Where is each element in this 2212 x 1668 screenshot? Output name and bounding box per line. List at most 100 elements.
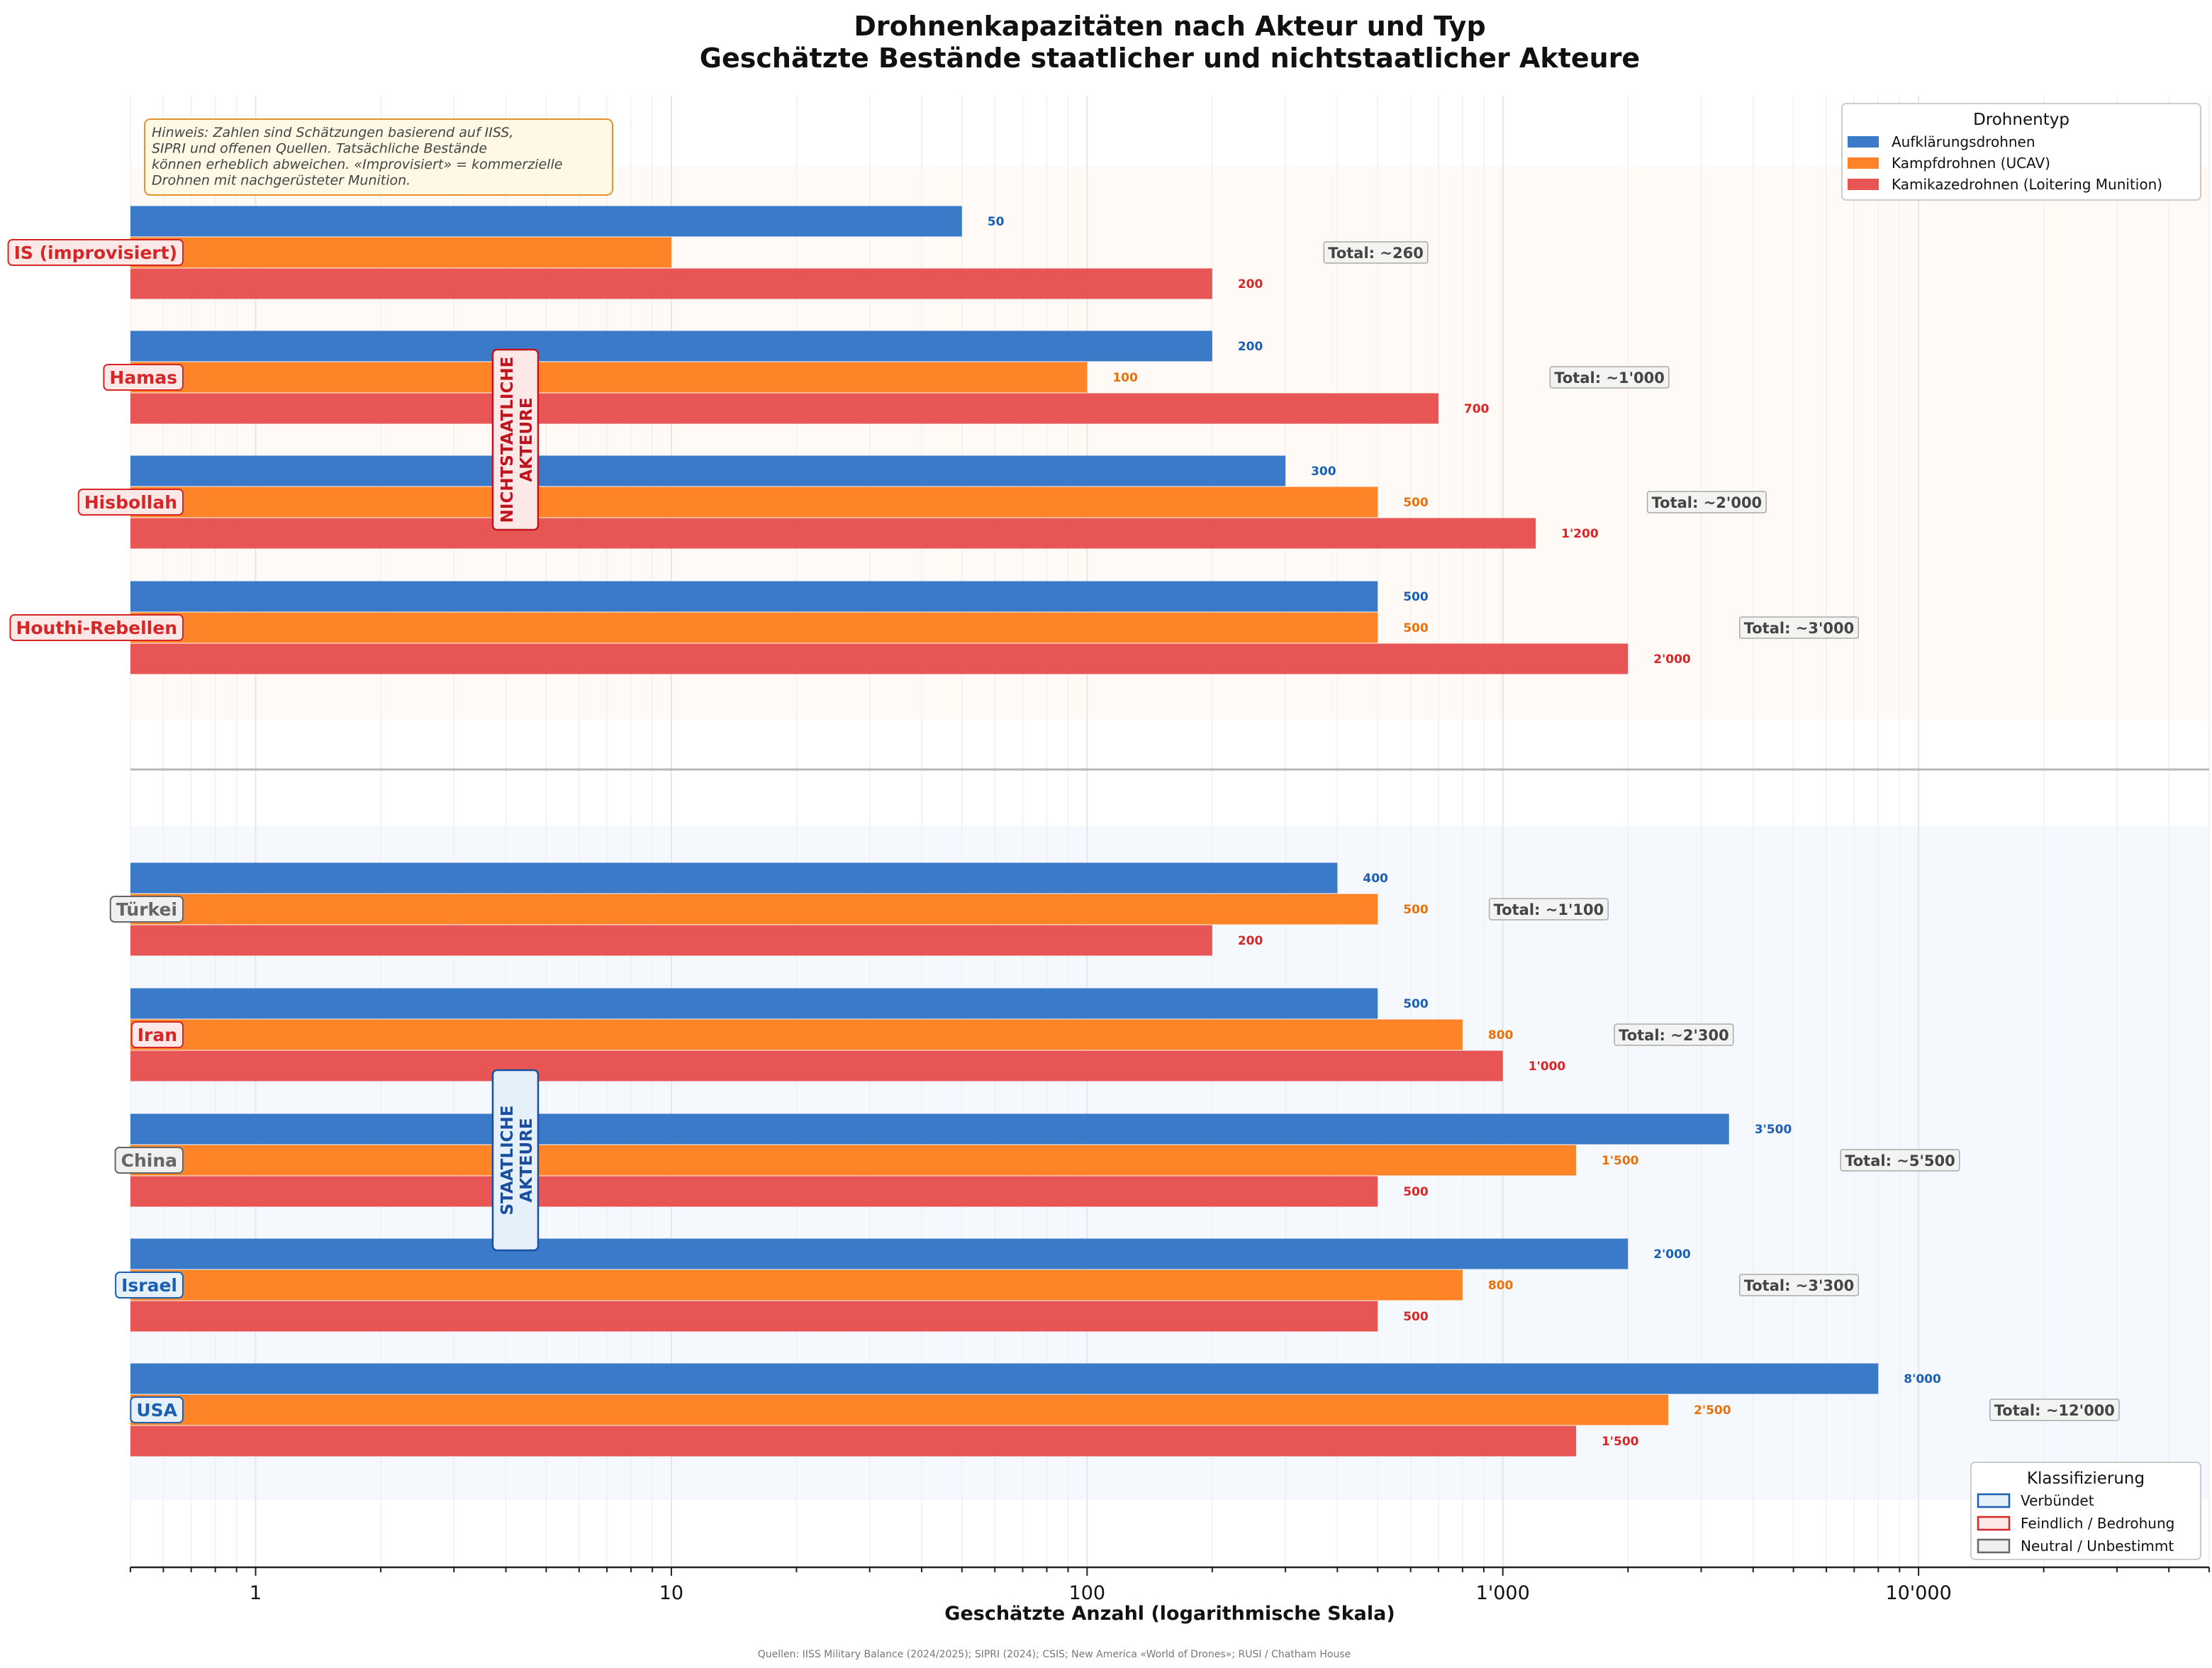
actor-label: China xyxy=(121,1150,177,1171)
value-label: 8'000 xyxy=(1904,1372,1941,1386)
value-label: 500 xyxy=(1403,1185,1429,1199)
value-label: 2'000 xyxy=(1653,652,1691,667)
total-label: Total: ~3'000 xyxy=(1744,620,1855,637)
x-tick-label: 10 xyxy=(659,1582,683,1604)
bar-kamikaze xyxy=(130,1301,1378,1332)
total-label-box xyxy=(1614,1023,1734,1046)
value-label: 400 xyxy=(1363,872,1388,886)
value-label: 500 xyxy=(1403,997,1429,1011)
total-label: Total: ~2'000 xyxy=(1652,494,1763,511)
actor-label-box xyxy=(130,1021,184,1048)
value-label: 500 xyxy=(1403,1310,1429,1324)
bar-ucav xyxy=(130,1019,1463,1050)
actor-label: USA xyxy=(136,1400,177,1420)
actor-label: Israel xyxy=(121,1275,177,1296)
classification-legend xyxy=(1970,1462,2201,1560)
bar-kamikaze xyxy=(130,518,1536,549)
x-tick-label: 1 xyxy=(250,1582,262,1604)
legend-swatch-ucav xyxy=(1848,157,1879,169)
bar-kamikaze xyxy=(130,1050,1503,1082)
bar-recon xyxy=(130,1363,1879,1394)
value-label: 500 xyxy=(1403,621,1429,635)
legend-label-kamikaze: Kamikazedrohnen (Loitering Munition) xyxy=(1892,176,2162,193)
group-label: NICHTSTAATLICHEAKTEURE xyxy=(498,357,536,523)
value-label: 800 xyxy=(1488,1028,1514,1042)
value-label: 500 xyxy=(1403,496,1429,510)
chart-title: Drohnenkapazitäten nach Akteur und Typ xyxy=(854,11,1485,42)
actor-label-box xyxy=(114,1147,184,1174)
bar-recon xyxy=(130,206,962,237)
note-box xyxy=(144,118,613,196)
classification-label-hostile: Feindlich / Bedrohung xyxy=(2021,1515,2174,1532)
note-line: können erheblich abweichen. «Improvisier… xyxy=(152,157,562,172)
value-label: 700 xyxy=(1464,402,1490,416)
bar-recon xyxy=(130,1113,1729,1145)
total-label-box xyxy=(1989,1399,2120,1421)
actor-label-box xyxy=(130,1396,184,1423)
value-label: 1'000 xyxy=(1529,1060,1566,1074)
total-label-box xyxy=(1549,366,1670,389)
total-label-box xyxy=(1646,491,1767,513)
actor-label: Houthi-Rebellen xyxy=(16,618,177,638)
bar-ucav xyxy=(130,612,1378,643)
bar-ucav xyxy=(130,894,1378,925)
bar-ucav xyxy=(130,1269,1463,1301)
actor-label-box xyxy=(103,364,184,391)
bar-recon xyxy=(130,988,1378,1019)
legend-label-recon: Aufklärungsdrohnen xyxy=(1892,133,2035,150)
total-label: Total: ~5'500 xyxy=(1845,1152,1955,1169)
classification-swatch-allied xyxy=(1977,1493,2011,1508)
classification-legend-title: Klassifizierung xyxy=(2027,1469,2145,1488)
x-tick-label: 1'000 xyxy=(1476,1582,1530,1604)
value-label: 2'500 xyxy=(1694,1403,1731,1418)
classification-swatch-hostile xyxy=(1977,1516,2011,1531)
bar-kamikaze xyxy=(130,393,1439,424)
value-label: 50 xyxy=(988,215,1005,229)
classification-swatch-neutral xyxy=(1977,1538,2011,1554)
bar-kamikaze xyxy=(130,1425,1576,1457)
actor-label-box xyxy=(109,896,184,923)
legend-swatch-recon xyxy=(1848,136,1879,148)
total-label-box xyxy=(1738,616,1860,639)
value-label: 800 xyxy=(1488,1279,1514,1293)
value-label: 2'000 xyxy=(1653,1247,1691,1262)
total-label: Total: ~1'000 xyxy=(1554,369,1665,387)
actor-label: Hisbollah xyxy=(84,492,177,513)
value-label: 100 xyxy=(1112,371,1138,385)
bar-recon xyxy=(130,1238,1629,1269)
bar-recon xyxy=(130,581,1378,612)
bar-kamikaze xyxy=(130,268,1212,299)
note-line: Drohnen mit nachgerüsteter Munition. xyxy=(152,173,410,189)
value-label: 300 xyxy=(1311,465,1336,479)
x-axis-label: Geschätzte Anzahl (logarithmische Skala) xyxy=(944,1603,1395,1625)
drone-type-legend xyxy=(1841,103,2201,201)
value-label: 3'500 xyxy=(1755,1123,1792,1137)
total-label-box xyxy=(1323,241,1429,264)
bar-ucav xyxy=(130,1145,1576,1176)
classification-label-allied: Verbündet xyxy=(2021,1492,2094,1509)
value-label: 200 xyxy=(1238,277,1263,291)
total-label: Total: ~2'300 xyxy=(1619,1027,1729,1044)
actor-label-box xyxy=(77,489,184,516)
actor-label: Hamas xyxy=(109,367,177,388)
actor-label: IS (improvisiert) xyxy=(14,243,177,263)
note-line: Hinweis: Zahlen sind Schätzungen basiere… xyxy=(152,125,513,140)
total-label-box xyxy=(1840,1149,1960,1172)
legend-swatch-kamikaze xyxy=(1848,179,1879,190)
chart-subtitle: Geschätzte Bestände staatlicher und nich… xyxy=(700,43,1640,74)
actor-label: Türkei xyxy=(116,899,177,920)
bar-ucav xyxy=(130,362,1088,393)
note-line: SIPRI und offenen Quellen. Tatsächliche … xyxy=(152,141,487,157)
actor-label-box xyxy=(115,1272,184,1299)
bar-kamikaze xyxy=(130,1176,1378,1207)
bar-recon xyxy=(130,455,1286,486)
total-label-box xyxy=(1488,898,1609,921)
bar-kamikaze xyxy=(130,643,1629,674)
total-label: Total: ~1'100 xyxy=(1494,901,1604,918)
total-label: Total: ~260 xyxy=(1328,245,1424,262)
total-label: Total: ~3'300 xyxy=(1744,1277,1855,1294)
x-tick-label: 100 xyxy=(1069,1582,1106,1604)
actor-label-box xyxy=(9,614,184,641)
bar-recon xyxy=(130,330,1212,362)
